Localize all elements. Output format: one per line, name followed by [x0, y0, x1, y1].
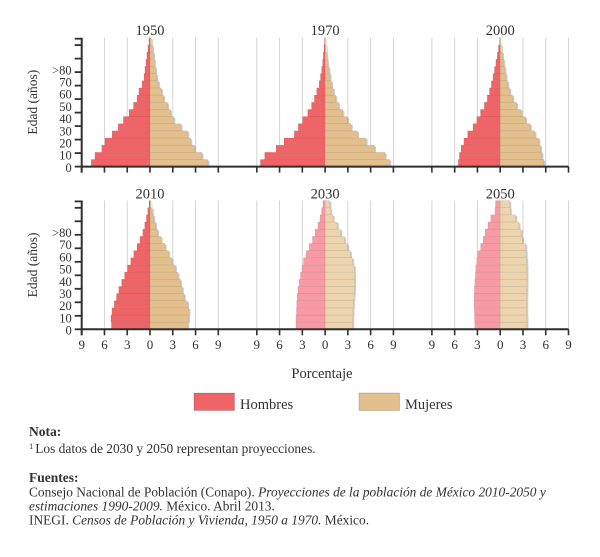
svg-text:3: 3	[124, 337, 131, 352]
svg-text:9: 9	[429, 337, 436, 352]
svg-text:INEGI. Censos de Población y V: INEGI. Censos de Población y Vivienda, 1…	[29, 512, 369, 527]
svg-text:9: 9	[215, 337, 222, 352]
svg-text:Edad (años): Edad (años)	[25, 70, 40, 135]
svg-text:Porcentaje: Porcentaje	[291, 366, 352, 382]
svg-text:30: 30	[59, 287, 72, 301]
svg-text:70: 70	[59, 238, 72, 252]
svg-text:0: 0	[497, 337, 504, 352]
svg-text:2030: 2030	[311, 187, 340, 203]
svg-text:30: 30	[59, 124, 72, 138]
svg-text:Nota:: Nota:	[29, 424, 61, 439]
svg-text:Mujeres: Mujeres	[405, 397, 453, 413]
svg-text:20: 20	[59, 137, 72, 151]
svg-text:6: 6	[367, 337, 374, 352]
svg-text:6: 6	[192, 337, 199, 352]
svg-text:Hombres: Hombres	[240, 397, 294, 413]
svg-text:0: 0	[322, 337, 329, 352]
svg-text:2000: 2000	[486, 23, 515, 39]
svg-text:3: 3	[170, 337, 177, 352]
svg-text:9: 9	[254, 337, 261, 352]
svg-text:1950: 1950	[136, 23, 165, 39]
svg-text:9: 9	[565, 337, 572, 352]
svg-text:3: 3	[345, 337, 352, 352]
svg-text:9: 9	[390, 337, 397, 352]
svg-text:3: 3	[474, 337, 481, 352]
svg-text:6: 6	[542, 337, 549, 352]
svg-text:0: 0	[147, 337, 154, 352]
svg-text:estimaciones 1990-2009. México: estimaciones 1990-2009. México. Abril 20…	[29, 498, 275, 513]
svg-text:60: 60	[59, 88, 72, 102]
svg-text:6: 6	[451, 337, 458, 352]
svg-text:50: 50	[59, 263, 72, 277]
svg-text:6: 6	[101, 337, 108, 352]
svg-text:Consejo Nacional de Población: Consejo Nacional de Población (Conapo). …	[29, 484, 546, 499]
svg-text:2010: 2010	[136, 187, 165, 203]
svg-text:Fuentes:: Fuentes:	[29, 470, 79, 485]
svg-text:70: 70	[59, 76, 72, 90]
svg-text:3: 3	[520, 337, 527, 352]
svg-text:3: 3	[299, 337, 306, 352]
svg-text:9: 9	[78, 337, 85, 352]
svg-text:40: 40	[59, 275, 72, 289]
svg-text:0: 0	[65, 324, 71, 338]
svg-text:6: 6	[276, 337, 283, 352]
svg-text:50: 50	[59, 100, 72, 114]
svg-text:1970: 1970	[311, 23, 340, 39]
svg-text:2050: 2050	[486, 187, 515, 203]
svg-text:60: 60	[59, 250, 72, 264]
svg-text:>80: >80	[52, 63, 72, 77]
svg-text:20: 20	[59, 299, 72, 313]
svg-text:10: 10	[59, 311, 72, 325]
svg-text:10: 10	[59, 149, 72, 163]
svg-text:>80: >80	[52, 226, 72, 240]
svg-text:0: 0	[65, 161, 71, 175]
svg-text:Edad (años): Edad (años)	[25, 232, 40, 297]
svg-text:40: 40	[59, 112, 72, 126]
